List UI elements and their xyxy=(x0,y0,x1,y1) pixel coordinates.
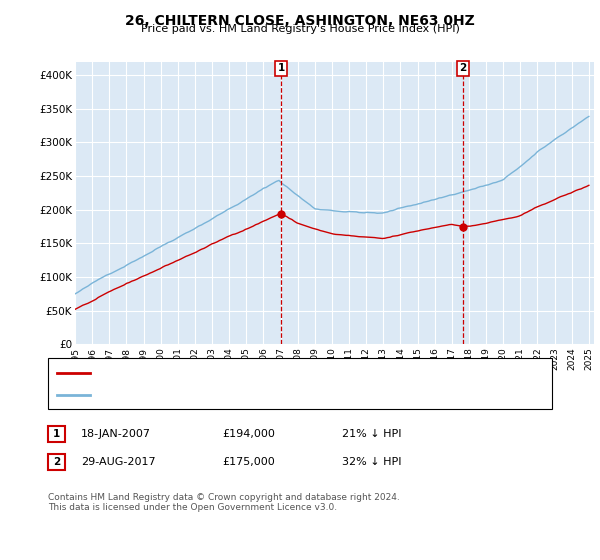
Text: HPI: Average price, detached house, Northumberland: HPI: Average price, detached house, Nort… xyxy=(97,390,376,400)
Text: 18-JAN-2007: 18-JAN-2007 xyxy=(81,429,151,439)
Text: 21% ↓ HPI: 21% ↓ HPI xyxy=(342,429,401,439)
Text: 1: 1 xyxy=(53,429,60,439)
Text: Contains HM Land Registry data © Crown copyright and database right 2024.
This d: Contains HM Land Registry data © Crown c… xyxy=(48,493,400,512)
Text: 2: 2 xyxy=(460,63,467,73)
Text: £175,000: £175,000 xyxy=(222,457,275,467)
Text: 26, CHILTERN CLOSE, ASHINGTON, NE63 0HZ (detached house): 26, CHILTERN CLOSE, ASHINGTON, NE63 0HZ … xyxy=(97,367,427,377)
Text: £194,000: £194,000 xyxy=(222,429,275,439)
Text: 29-AUG-2017: 29-AUG-2017 xyxy=(81,457,155,467)
Text: 2: 2 xyxy=(53,457,60,467)
Text: 1: 1 xyxy=(278,63,285,73)
Text: 32% ↓ HPI: 32% ↓ HPI xyxy=(342,457,401,467)
Text: 26, CHILTERN CLOSE, ASHINGTON, NE63 0HZ: 26, CHILTERN CLOSE, ASHINGTON, NE63 0HZ xyxy=(125,14,475,28)
Text: Price paid vs. HM Land Registry's House Price Index (HPI): Price paid vs. HM Land Registry's House … xyxy=(140,24,460,34)
